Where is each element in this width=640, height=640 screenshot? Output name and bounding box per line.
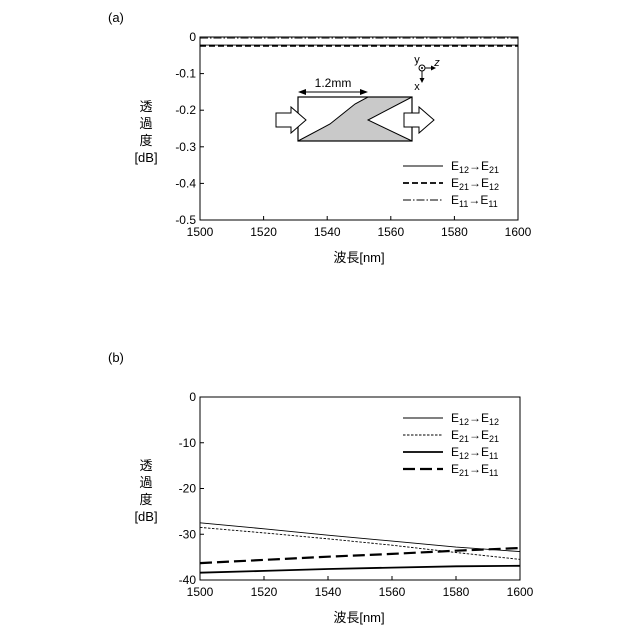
chart-panel-a: (a) 透 過 度 [dB] 150015201540156015801600 … <box>108 10 532 265</box>
x-tick-labels-b: 1500 1520 1540 1560 1580 1600 <box>187 585 534 599</box>
y-tick-label: 0 <box>189 390 196 404</box>
x-axis-label-b: 波長[nm] <box>333 610 384 625</box>
x-tick-labels-a: 1500 1520 1540 1560 1580 1600 <box>187 225 532 239</box>
y-tick-label: -20 <box>179 482 197 496</box>
x-tick-label: 1500 <box>187 225 214 239</box>
y-tick-label: -40 <box>179 573 197 587</box>
y-label-unit: [dB] <box>134 509 157 524</box>
x-tick-label: 1540 <box>315 585 342 599</box>
x-tick-label: 1580 <box>443 585 470 599</box>
y-tick-labels-b: 0 -10 -20 -30 -40 <box>179 390 197 587</box>
series-line <box>200 548 520 563</box>
y-label-char: 透 <box>139 458 152 473</box>
series-group-b <box>200 523 520 573</box>
coordinate-y-label: y <box>414 54 420 66</box>
coordinate-x-label: x <box>414 81 420 93</box>
y-axis-label-b: 透 過 度 [dB] <box>134 458 157 524</box>
series-group-a <box>200 38 518 46</box>
device-shaded-region <box>298 97 412 141</box>
y-label-char: 度 <box>139 133 152 148</box>
coordinate-z-label: z <box>433 57 440 69</box>
x-tick-label: 1560 <box>377 225 404 239</box>
series-line <box>200 566 520 573</box>
output-arrow-icon <box>404 107 434 133</box>
panel-label-b: (b) <box>108 350 124 365</box>
dimension-arrowhead-right-icon <box>360 89 368 95</box>
dimension-label: 1.2mm <box>315 76 352 90</box>
legend-label: E12→E12 <box>451 411 499 427</box>
x-axis-label-a: 波長[nm] <box>333 250 384 265</box>
y-axis-label-a: 透 過 度 [dB] <box>134 99 157 165</box>
y-tick-label: -30 <box>179 527 197 541</box>
x-tick-label: 1600 <box>507 585 534 599</box>
y-tick-label: -0.3 <box>175 140 196 154</box>
coordinate-origin-dot-icon <box>421 67 423 69</box>
y-label-char: 度 <box>139 492 152 507</box>
x-tick-label: 1540 <box>314 225 341 239</box>
legend-label: E11→E11 <box>451 193 498 209</box>
y-tick-label: 0 <box>189 30 196 44</box>
y-tick-label: -0.1 <box>175 67 196 81</box>
x-tick-label: 1500 <box>187 585 214 599</box>
legend-label: E12→E21 <box>451 159 499 175</box>
dimension-arrowhead-left-icon <box>298 89 306 95</box>
y-tick-label: -10 <box>179 436 197 450</box>
y-label-unit: [dB] <box>134 150 157 165</box>
y-tick-label: -0.4 <box>175 176 196 190</box>
x-tick-label: 1580 <box>441 225 468 239</box>
device-inset-diagram: 1.2mm y z x <box>276 54 440 141</box>
legend-label: E21→E12 <box>451 176 499 192</box>
legend-a: E12→E21E21→E12E11→E11 <box>403 159 499 209</box>
x-tick-label: 1520 <box>250 225 277 239</box>
x-tick-label: 1520 <box>251 585 278 599</box>
series-line <box>200 523 520 552</box>
input-arrow-icon <box>276 107 306 133</box>
y-label-char: 過 <box>139 475 152 490</box>
y-tick-label: -0.2 <box>175 103 196 117</box>
x-tick-label: 1560 <box>379 585 406 599</box>
y-label-char: 過 <box>139 116 152 131</box>
panel-label-a: (a) <box>108 10 124 25</box>
x-tick-label: 1600 <box>505 225 532 239</box>
x-axis-arrowhead-icon <box>420 78 425 83</box>
y-tick-labels-a: 0 -0.1 -0.2 -0.3 -0.4 -0.5 <box>175 30 196 227</box>
legend-label: E12→E11 <box>451 445 498 461</box>
legend-label: E21→E21 <box>451 428 499 444</box>
y-tick-label: -0.5 <box>175 213 196 227</box>
y-label-char: 透 <box>139 99 152 114</box>
chart-panel-b: (b) 透 過 度 [dB] 150015201540156015801600 … <box>108 350 534 625</box>
legend-label: E21→E11 <box>451 462 498 478</box>
legend-b: E12→E12E21→E21E12→E11E21→E11 <box>403 411 499 478</box>
